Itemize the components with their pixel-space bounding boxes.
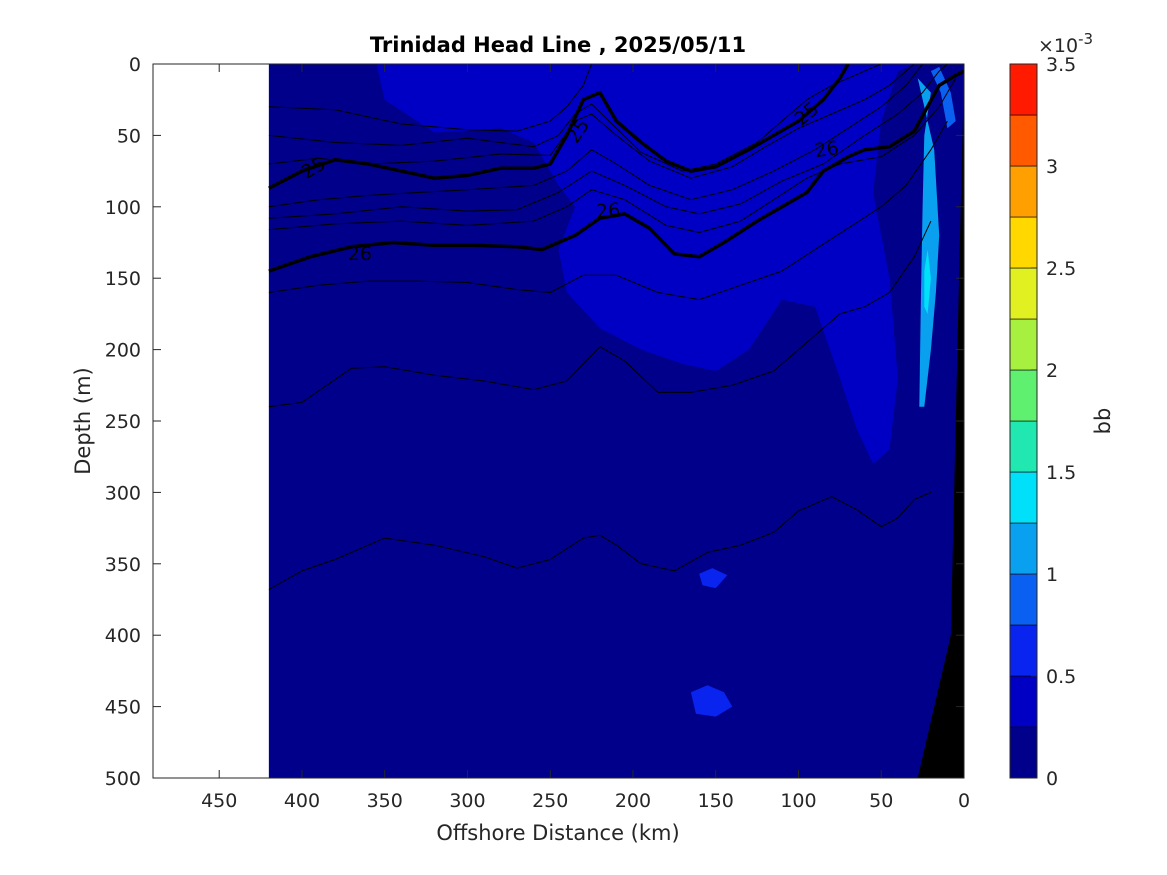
colorbar-segment (1009, 573, 1038, 626)
contour-label-wrap: 26 (348, 243, 372, 265)
contour-label: 26 (813, 137, 840, 162)
contour-line-8 (268, 78, 957, 233)
contour-label: 26 (348, 243, 372, 265)
colorbar-ticks: 0 0.5 1 1.5 2 2.5 3 3.5 (1031, 54, 1076, 790)
colorbar-segment (1009, 522, 1038, 575)
y-tick-label: 100 (105, 197, 141, 219)
y-tick-label: 400 (105, 625, 141, 647)
x-tick-label: 100 (780, 790, 816, 812)
x-tick-label: 0 (958, 790, 970, 812)
value-patches (268, 64, 956, 717)
colorbar-segment (1009, 624, 1038, 677)
colorbar-tick-label: 3 (1046, 156, 1058, 178)
colorbar-exponent-base: ×10 (1038, 35, 1078, 57)
seafloor-mask (917, 71, 964, 778)
blob-450-patch (690, 685, 733, 717)
nearshore-high-patch (917, 78, 940, 407)
colorbar-segment (1009, 165, 1038, 218)
colorbar-tick-label: 1 (1046, 564, 1058, 586)
blob-360-patch (699, 568, 728, 589)
x-tick-label: 400 (284, 790, 320, 812)
x-tick-label: 350 (367, 790, 403, 812)
colorbar-segment (1009, 114, 1038, 167)
nearshore-peak-patch (924, 249, 931, 314)
colorbar-exponent-power: -3 (1078, 30, 1093, 48)
contour-line-5 (268, 64, 915, 179)
contour-line-4 (268, 64, 882, 172)
x-tick-label: 450 (201, 790, 237, 812)
colorbar-label: bb (1091, 408, 1115, 435)
x-axis: 450 400 350 300 250 200 150 100 50 0 (201, 64, 970, 812)
contour-line-9 (268, 120, 948, 301)
contour-line-7 (268, 64, 948, 219)
contour-line-3 (268, 64, 593, 132)
x-tick-label: 300 (449, 790, 485, 812)
y-tick-label: 200 (105, 340, 141, 362)
colorbar-segment (1009, 63, 1038, 116)
colorbar-segment (1009, 216, 1038, 269)
contour-label-wrap: 26 (595, 199, 621, 223)
x-axis-label: Offshore Distance (km) (436, 821, 679, 845)
contour-line-11 (268, 491, 932, 590)
colorbar-segment (1009, 267, 1038, 320)
x-tick-label: 50 (869, 790, 893, 812)
colorbar-tick-label: 1.5 (1046, 462, 1076, 484)
colorbar-segment (1009, 675, 1038, 728)
contour-line-10 (268, 220, 932, 408)
colorbar-segments (1009, 63, 1038, 779)
bb-field (268, 64, 964, 778)
y-axis: 0 50 100 150 200 250 300 350 400 450 500 (105, 54, 964, 790)
colorbar-segment (1009, 369, 1038, 422)
x-tick-label: 150 (698, 790, 734, 812)
surface-patch-patch (930, 66, 956, 129)
colorbar-frame (1009, 63, 1038, 779)
contour-line-26 (268, 69, 964, 273)
contour-line-25 (268, 64, 850, 190)
colorbar-segment (1009, 726, 1038, 779)
x-tick-label: 250 (532, 790, 568, 812)
colorbar-tick-label: 0.5 (1046, 666, 1076, 688)
colorbar-tick-label: 2 (1046, 360, 1058, 382)
y-tick-label: 150 (105, 268, 141, 290)
density-contours (268, 64, 964, 590)
x-tick-label: 200 (615, 790, 651, 812)
y-tick-label: 250 (105, 411, 141, 433)
contour-line-6 (268, 64, 923, 208)
y-tick-label: 350 (105, 554, 141, 576)
colorbar-tick-label: 0 (1046, 768, 1058, 790)
colorbar-segment (1009, 318, 1038, 371)
contour-label-wrap: 26 (813, 137, 840, 162)
y-tick-label: 300 (105, 482, 141, 504)
colorbar-tick-label: 3.5 (1046, 54, 1076, 76)
y-tick-label: 450 (105, 697, 141, 719)
colorbar-segment (1009, 420, 1038, 473)
colorbar-segment (1009, 471, 1038, 524)
y-tick-label: 500 (105, 768, 141, 790)
seafloor-polygon (917, 71, 964, 778)
y-axis-label: Depth (m) (71, 367, 95, 474)
lower-values-region (268, 64, 915, 464)
colorbar-tick-label: 2.5 (1046, 258, 1076, 280)
contour-label: 26 (595, 199, 621, 223)
colorbar: 0 0.5 1 1.5 2 2.5 3 3.5 ×10-3 bb (1009, 30, 1115, 790)
y-tick-label: 0 (129, 54, 141, 76)
chart-title: Trinidad Head Line , 2025/05/11 (370, 33, 746, 57)
y-tick-label: 50 (117, 125, 141, 147)
colorbar-exponent: ×10-3 (1038, 30, 1093, 57)
